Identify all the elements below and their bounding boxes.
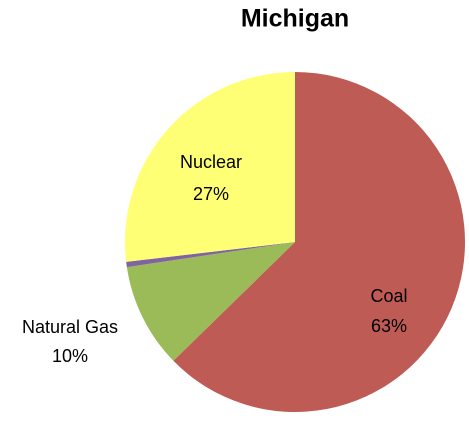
pie-slice <box>126 242 295 268</box>
slice-value-label: 63% <box>371 316 407 336</box>
slice-label: Natural Gas <box>22 317 118 337</box>
pie-slice <box>124 72 295 262</box>
pie-slice <box>126 242 295 361</box>
slice-value-label: 10% <box>52 346 88 366</box>
pie-slice <box>173 72 465 412</box>
slice-label: Coal <box>370 286 407 306</box>
chart-title: Michigan <box>241 5 349 33</box>
slice-value-label: 27% <box>193 184 229 204</box>
slice-label: Nuclear <box>180 152 242 172</box>
